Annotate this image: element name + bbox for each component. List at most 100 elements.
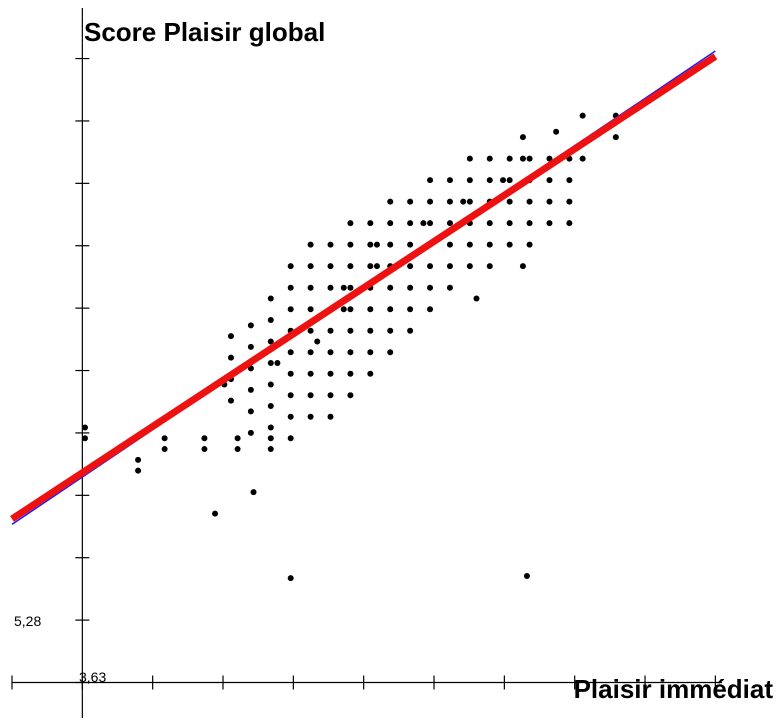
data-point xyxy=(81,435,88,442)
data-point xyxy=(267,446,274,453)
data-point xyxy=(287,413,294,420)
data-point xyxy=(466,263,473,270)
data-point xyxy=(427,263,434,270)
data-points xyxy=(81,112,619,582)
data-point xyxy=(227,333,234,340)
data-point xyxy=(579,155,586,162)
data-point xyxy=(387,284,394,291)
data-point xyxy=(234,435,241,442)
data-point xyxy=(81,424,88,431)
data-point xyxy=(427,198,434,205)
data-point xyxy=(367,349,374,356)
data-point xyxy=(347,284,354,291)
data-point xyxy=(267,360,274,366)
data-point xyxy=(307,284,314,291)
y-origin-label: 5,28 xyxy=(14,613,41,629)
data-point xyxy=(466,198,473,205)
data-point xyxy=(373,241,380,248)
data-point xyxy=(446,284,453,291)
data-point xyxy=(201,446,208,453)
data-point xyxy=(314,338,321,345)
data-point xyxy=(519,263,526,270)
data-point xyxy=(446,198,453,205)
data-point xyxy=(367,263,374,270)
data-point xyxy=(247,343,254,350)
y-axis-ticks xyxy=(75,57,90,684)
data-point xyxy=(307,392,314,399)
data-point xyxy=(427,306,434,313)
data-point xyxy=(347,241,354,248)
data-point xyxy=(287,306,294,313)
data-point xyxy=(506,241,513,248)
data-point xyxy=(327,327,334,334)
data-point xyxy=(250,489,257,496)
data-point xyxy=(473,295,480,302)
data-point xyxy=(287,575,294,582)
data-point xyxy=(367,306,374,313)
data-point xyxy=(307,306,314,313)
data-point xyxy=(420,220,427,227)
data-point xyxy=(526,220,533,227)
data-point xyxy=(566,198,573,205)
data-point xyxy=(486,241,493,248)
data-point xyxy=(307,241,314,248)
data-point xyxy=(519,155,526,162)
data-point xyxy=(161,435,168,442)
data-point xyxy=(227,397,234,404)
data-point xyxy=(446,177,453,184)
data-point xyxy=(307,263,314,270)
data-point xyxy=(367,327,374,334)
data-point xyxy=(340,284,347,291)
data-point xyxy=(267,424,274,431)
data-point xyxy=(466,177,473,184)
data-point xyxy=(546,198,553,205)
data-point xyxy=(427,284,434,291)
data-point xyxy=(446,241,453,248)
data-point xyxy=(486,263,493,270)
data-point xyxy=(327,413,334,420)
data-point xyxy=(367,220,374,227)
data-point xyxy=(347,392,354,399)
x-origin-label: 3,63 xyxy=(79,669,106,685)
data-point xyxy=(347,306,354,313)
data-point xyxy=(267,403,274,410)
data-point xyxy=(460,198,467,205)
data-point xyxy=(387,241,394,248)
data-point xyxy=(407,327,414,334)
data-point xyxy=(287,370,294,377)
data-point xyxy=(307,370,314,377)
data-point xyxy=(373,263,380,270)
data-point xyxy=(506,155,513,162)
data-point xyxy=(506,220,513,227)
data-point xyxy=(347,220,354,227)
data-point xyxy=(466,241,473,248)
data-point xyxy=(486,220,493,227)
data-point xyxy=(267,381,274,388)
data-point xyxy=(327,284,334,291)
data-point xyxy=(553,128,560,135)
data-point xyxy=(486,155,493,162)
data-point xyxy=(267,316,274,323)
data-point xyxy=(227,354,234,361)
data-point xyxy=(387,198,394,205)
data-point xyxy=(446,263,453,270)
data-point xyxy=(407,198,414,205)
axes xyxy=(11,8,722,718)
data-point xyxy=(387,306,394,313)
data-point xyxy=(506,177,513,184)
data-point xyxy=(307,349,314,356)
data-point xyxy=(407,241,414,248)
y-axis-title: Score Plaisir global xyxy=(84,17,325,47)
data-point xyxy=(526,198,533,205)
data-point xyxy=(201,435,208,442)
data-point xyxy=(267,338,274,345)
data-point xyxy=(347,349,354,356)
regression-lines xyxy=(10,50,718,525)
data-point xyxy=(579,112,586,119)
data-point xyxy=(327,263,334,270)
data-point xyxy=(161,446,168,453)
data-point xyxy=(546,155,553,162)
data-point xyxy=(387,327,394,334)
x-axis-title: Plaisir immédiat xyxy=(574,674,774,704)
